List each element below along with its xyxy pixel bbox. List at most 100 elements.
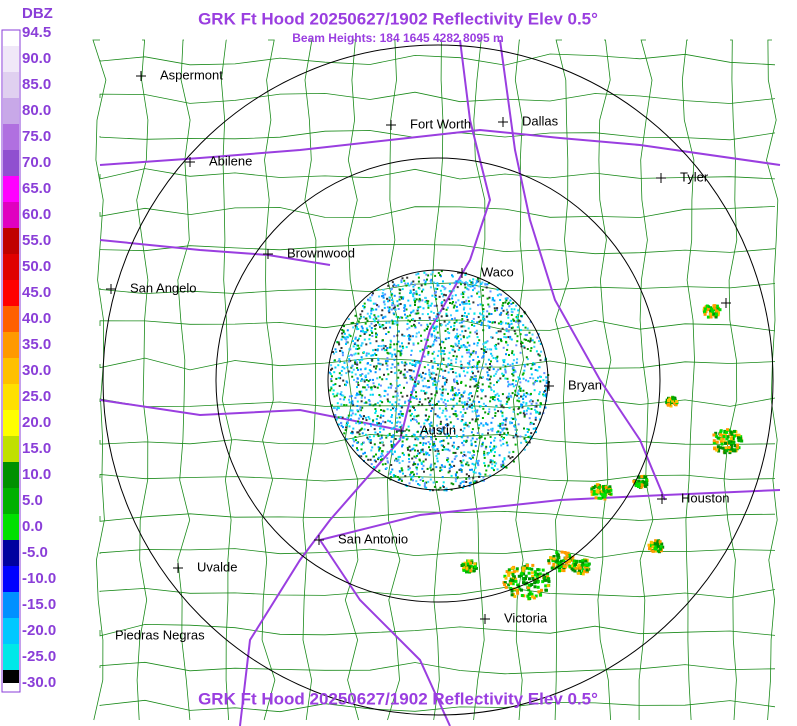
echo-pixel xyxy=(493,461,496,464)
echo-pixel xyxy=(512,301,515,304)
echo-pixel xyxy=(386,364,389,367)
echo-pixel xyxy=(410,354,413,356)
echo-pixel xyxy=(504,377,507,380)
echo-pixel xyxy=(432,382,434,385)
echo-pixel xyxy=(398,317,401,319)
echo-pixel xyxy=(457,281,460,283)
echo-pixel xyxy=(485,341,488,344)
echo-pixel xyxy=(349,359,352,362)
echo-pixel xyxy=(460,470,463,473)
echo-pixel xyxy=(377,424,380,426)
echo-pixel xyxy=(348,358,351,361)
echo-pixel xyxy=(420,463,423,465)
echo-pixel xyxy=(471,418,474,421)
echo-pixel xyxy=(436,414,439,417)
echo-pixel xyxy=(380,345,383,348)
echo-pixel xyxy=(447,337,450,340)
echo-pixel xyxy=(455,344,458,347)
echo-pixel xyxy=(422,464,425,467)
footer-title: GRK Ft Hood 20250627/1902 Reflectivity E… xyxy=(198,689,598,708)
scale-swatch xyxy=(3,33,19,46)
echo-pixel xyxy=(507,385,510,388)
echo-pixel xyxy=(493,454,496,457)
scale-swatch xyxy=(3,644,19,657)
echo-pixel xyxy=(518,377,521,380)
echo-pixel xyxy=(359,406,362,408)
echo-pixel xyxy=(372,292,374,295)
echo-pixel xyxy=(443,383,446,386)
echo-pixel xyxy=(376,415,379,418)
echo-pixel xyxy=(507,455,510,458)
echo-pixel xyxy=(716,307,720,311)
echo-pixel xyxy=(412,343,415,346)
echo-pixel xyxy=(488,408,491,411)
echo-pixel xyxy=(494,372,497,375)
echo-pixel xyxy=(502,422,504,425)
echo-pixel xyxy=(499,299,502,301)
echo-pixel xyxy=(364,396,366,399)
echo-pixel xyxy=(501,321,504,324)
echo-pixel xyxy=(379,431,382,434)
echo-pixel xyxy=(604,489,608,493)
echo-pixel xyxy=(504,297,507,300)
echo-pixel xyxy=(560,569,564,572)
echo-pixel xyxy=(461,480,464,483)
echo-pixel xyxy=(474,352,477,355)
echo-pixel xyxy=(457,299,460,302)
echo-pixel xyxy=(421,313,424,316)
echo-pixel xyxy=(417,272,420,275)
echo-pixel xyxy=(377,319,380,322)
echo-pixel xyxy=(412,433,415,436)
echo-pixel xyxy=(469,564,473,568)
echo-pixel xyxy=(476,462,479,465)
echo-pixel xyxy=(329,373,332,376)
echo-pixel xyxy=(471,351,474,354)
echo-pixel xyxy=(335,418,338,421)
echo-pixel xyxy=(441,340,444,343)
echo-pixel xyxy=(519,411,522,414)
echo-pixel xyxy=(466,318,469,321)
echo-pixel xyxy=(419,434,422,437)
echo-pixel xyxy=(511,326,514,329)
echo-pixel xyxy=(371,307,374,310)
echo-pixel xyxy=(529,435,532,438)
echo-pixel xyxy=(373,459,376,462)
echo-pixel xyxy=(425,451,428,454)
echo-pixel xyxy=(442,409,445,412)
echo-pixel xyxy=(397,369,400,372)
echo-pixel xyxy=(352,326,355,329)
echo-pixel xyxy=(386,360,389,363)
echo-pixel xyxy=(499,439,502,442)
echo-pixel xyxy=(544,394,547,396)
echo-pixel xyxy=(445,365,448,368)
echo-pixel xyxy=(401,440,404,443)
echo-pixel xyxy=(499,367,502,370)
echo-pixel xyxy=(462,303,465,306)
echo-pixel xyxy=(419,398,421,401)
echo-pixel xyxy=(465,463,468,466)
echo-pixel xyxy=(515,344,518,347)
echo-pixel xyxy=(524,439,527,442)
echo-pixel xyxy=(502,418,505,421)
echo-pixel xyxy=(528,400,531,403)
echo-pixel xyxy=(391,320,394,323)
echo-pixel xyxy=(378,422,380,425)
echo-pixel xyxy=(494,394,497,397)
echo-pixel xyxy=(431,371,434,374)
echo-pixel xyxy=(562,565,566,568)
echo-pixel xyxy=(723,451,727,455)
echo-pixel xyxy=(406,322,409,325)
echo-pixel xyxy=(394,320,397,323)
echo-pixel xyxy=(367,429,370,431)
echo-pixel xyxy=(434,394,437,397)
echo-pixel xyxy=(368,440,371,443)
echo-pixel xyxy=(381,295,383,298)
echo-pixel xyxy=(372,404,375,407)
echo-pixel xyxy=(480,348,483,350)
echo-pixel xyxy=(508,451,511,454)
echo-pixel xyxy=(426,338,429,341)
echo-pixel xyxy=(416,449,419,452)
echo-pixel xyxy=(467,312,470,315)
echo-pixel xyxy=(489,459,492,462)
echo-pixel xyxy=(419,441,422,444)
